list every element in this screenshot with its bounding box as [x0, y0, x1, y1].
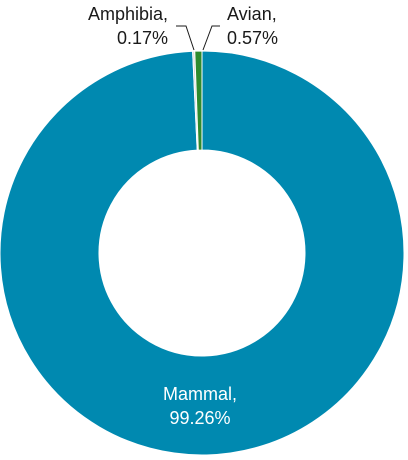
data-label-avian-value: 0.57%	[227, 28, 278, 48]
data-label-mammal-name: Mammal,	[163, 384, 237, 404]
leader-lines-group	[176, 25, 220, 51]
data-label-avian-name: Avian,	[227, 4, 277, 24]
leader-line-avian	[202, 25, 220, 51]
labels-group: Mammal, 99.26% Amphibia, 0.17% Avian, 0.…	[88, 4, 278, 428]
slices-group	[0, 50, 405, 456]
slice-avian	[194, 50, 203, 151]
slice-mammal	[0, 50, 405, 456]
data-label-mammal-value: 99.26%	[169, 408, 230, 428]
data-label-amphibia-name: Amphibia,	[88, 4, 168, 24]
leader-line-amphibia	[176, 25, 195, 51]
data-label-amphibia-value: 0.17%	[117, 28, 168, 48]
